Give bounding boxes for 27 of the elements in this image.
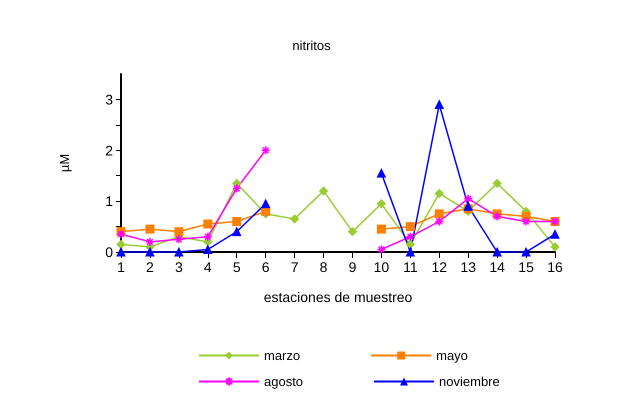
x-tick-label: 6: [262, 259, 270, 275]
x-tick-label: 9: [348, 259, 357, 275]
x-tick-label: 5: [232, 259, 241, 275]
legend-label: agosto: [264, 374, 304, 389]
x-tick-label: 4: [204, 259, 212, 275]
legend-label: marzo: [264, 348, 300, 363]
legend-label: mayo: [436, 348, 468, 363]
x-tick-label: 13: [460, 259, 476, 275]
y-tick-label: 0: [105, 244, 114, 260]
legend-label: noviembre: [439, 374, 500, 389]
x-tick-label: 8: [320, 259, 328, 275]
x-tick-label: 15: [518, 259, 534, 275]
x-tick-label: 1: [117, 259, 126, 275]
x-tick-label: 12: [431, 259, 448, 275]
x-tick-label: 3: [174, 259, 183, 275]
x-tick-label: 10: [374, 259, 390, 275]
x-tick-label: 14: [489, 259, 506, 275]
x-tick-label: 11: [403, 259, 418, 275]
y-tick-label: 3: [105, 91, 114, 108]
x-tick-label: 7: [290, 259, 299, 275]
y-tick-label: 2: [105, 142, 114, 158]
y-tick-label: 1: [105, 193, 114, 210]
y-axis-title: µM: [57, 154, 72, 172]
x-tick-label: 2: [146, 259, 154, 275]
x-tick-label: 16: [547, 259, 563, 275]
chart-title: nitritos: [292, 38, 332, 53]
x-axis-title: estaciones de muestreo: [264, 289, 413, 305]
